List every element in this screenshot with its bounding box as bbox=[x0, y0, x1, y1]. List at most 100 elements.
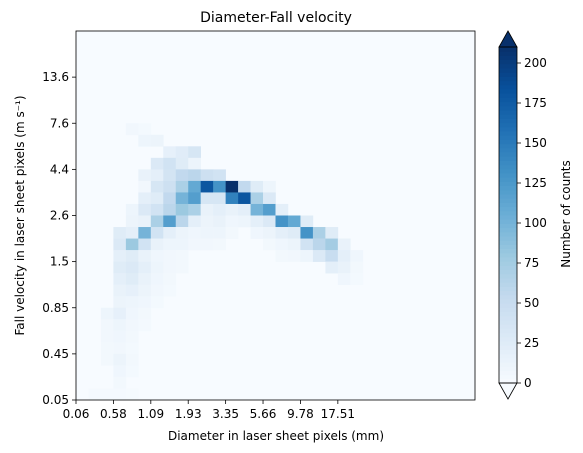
colorbar-segment bbox=[499, 353, 517, 359]
colorbar-segment bbox=[499, 152, 517, 157]
colorbar-segment bbox=[499, 114, 517, 119]
x-axis-label: Diameter in laser sheet pixels (mm) bbox=[168, 429, 384, 443]
colorbar-segment bbox=[499, 89, 517, 94]
heatmap-cell bbox=[150, 296, 164, 309]
heatmap-cell bbox=[125, 261, 139, 274]
colorbar-segment bbox=[499, 97, 517, 103]
heatmap-cell bbox=[138, 180, 152, 193]
colorbar-segment bbox=[499, 336, 517, 342]
colorbar-segment bbox=[499, 122, 517, 128]
heatmap-cell bbox=[350, 273, 364, 285]
colorbar-segment bbox=[499, 80, 517, 86]
y-tick-label: 1.5 bbox=[50, 255, 69, 269]
heatmap-cell bbox=[300, 227, 314, 239]
heatmap-cell bbox=[175, 238, 189, 251]
heatmap-cell bbox=[100, 353, 114, 366]
colorbar-segment bbox=[499, 105, 517, 111]
heatmap-cell bbox=[163, 180, 177, 193]
colorbar-segment bbox=[499, 160, 517, 166]
colorbar-segment bbox=[499, 227, 517, 233]
heatmap-cell bbox=[225, 192, 239, 205]
colorbar-segment bbox=[499, 345, 517, 350]
heatmap-cell bbox=[113, 330, 127, 343]
colorbar-segment bbox=[499, 278, 517, 283]
heatmap-cell bbox=[225, 227, 239, 239]
heatmap-cell bbox=[125, 215, 139, 228]
heatmap-cell bbox=[188, 203, 201, 216]
colorbar-segment bbox=[499, 156, 517, 161]
heatmap-cell bbox=[113, 284, 127, 297]
heatmap-cell bbox=[150, 250, 164, 262]
colorbar-segment bbox=[499, 223, 517, 229]
heatmap-cell bbox=[250, 215, 264, 228]
heatmap-cell bbox=[125, 227, 139, 239]
colorbar-tick-label: 75 bbox=[524, 256, 539, 270]
heatmap-cell bbox=[200, 180, 214, 193]
heatmap-cell bbox=[175, 261, 189, 274]
heatmap-cell bbox=[138, 192, 152, 205]
colorbar-segment bbox=[499, 185, 517, 191]
heatmap-cell bbox=[138, 319, 152, 332]
heatmap-cell bbox=[225, 180, 239, 193]
heatmap-cell bbox=[113, 261, 127, 274]
colorbar-segment bbox=[499, 126, 517, 132]
heatmap-cell bbox=[275, 215, 289, 228]
heatmap-cell bbox=[300, 215, 314, 228]
heatmap-cell bbox=[163, 227, 177, 239]
heatmap-cell bbox=[263, 180, 276, 193]
colorbar-segment bbox=[499, 76, 517, 82]
heatmap-cell bbox=[88, 388, 102, 401]
heatmap-cell bbox=[337, 261, 351, 274]
heatmap-cell bbox=[163, 284, 177, 297]
colorbar-segment bbox=[499, 110, 517, 115]
colorbar-segment bbox=[499, 143, 517, 149]
colorbar-segment bbox=[499, 294, 517, 300]
heatmap-cell bbox=[100, 307, 114, 320]
y-axis: 0.05 0.45 0.85 1.5 2.6 4.4 7.6 13.6 bbox=[42, 70, 76, 407]
heatmap-cell bbox=[213, 238, 226, 251]
y-tick-label: 2.6 bbox=[50, 209, 69, 223]
heatmap-cell bbox=[100, 319, 114, 332]
heatmap-cell bbox=[300, 250, 314, 262]
heatmap-cell bbox=[175, 215, 189, 228]
colorbar-segment bbox=[499, 366, 517, 371]
heatmap-cell bbox=[275, 227, 289, 239]
heatmap-cell bbox=[138, 227, 152, 239]
heatmap-cell bbox=[238, 192, 251, 205]
colorbar-segment bbox=[499, 59, 517, 65]
heatmap-cell bbox=[150, 180, 164, 193]
heatmap-cell bbox=[150, 215, 164, 228]
heatmap-cell bbox=[113, 388, 127, 401]
colorbar-segment bbox=[499, 168, 517, 174]
heatmap-cell bbox=[213, 169, 226, 182]
colorbar-segment bbox=[499, 219, 517, 224]
heatmap-cell bbox=[213, 192, 226, 205]
heatmap-cell bbox=[150, 238, 164, 251]
heatmap-cell bbox=[150, 284, 164, 297]
x-axis: 0.06 0.58 1.09 1.93 3.35 5.66 9.78 17.51 bbox=[63, 400, 355, 421]
heatmap-cell bbox=[163, 238, 177, 251]
heatmap-cell bbox=[325, 261, 339, 274]
colorbar-segment bbox=[499, 63, 517, 69]
heatmap-cell bbox=[250, 192, 264, 205]
heatmap-cell bbox=[150, 157, 164, 170]
colorbar-segment bbox=[499, 320, 517, 325]
colorbar-segment bbox=[499, 240, 517, 245]
heatmap-cell bbox=[138, 296, 152, 309]
heatmap-cell bbox=[113, 250, 127, 262]
colorbar-tick-label: 150 bbox=[524, 136, 547, 150]
heatmap-cell bbox=[263, 227, 276, 239]
colorbar-segment bbox=[499, 261, 517, 266]
colorbar-segment bbox=[499, 324, 517, 329]
heatmap-cell bbox=[263, 215, 276, 228]
colorbar-segment bbox=[499, 349, 517, 355]
colorbar-segment bbox=[499, 198, 517, 203]
heatmap-cell bbox=[163, 157, 177, 170]
colorbar-segment bbox=[499, 164, 517, 170]
heatmap-cell bbox=[163, 203, 177, 216]
colorbar-segment bbox=[499, 357, 517, 363]
heatmap-cell bbox=[225, 215, 239, 228]
heatmap-cell bbox=[287, 215, 301, 228]
x-tick-label: 1.93 bbox=[175, 407, 202, 421]
heatmap-cell bbox=[113, 227, 127, 239]
